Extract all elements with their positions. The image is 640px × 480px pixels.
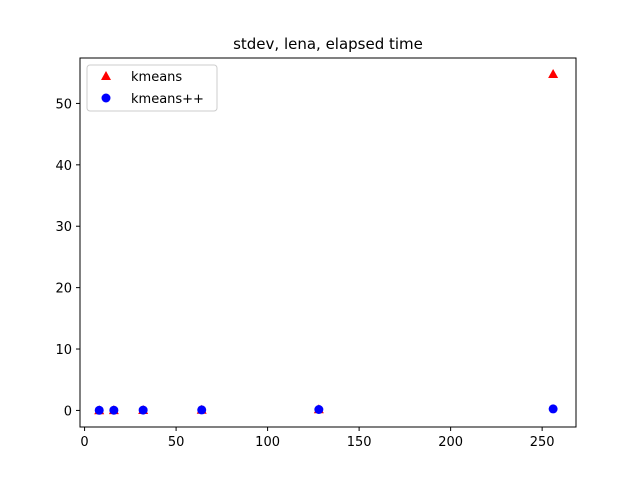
x-tick-label: 100 bbox=[255, 435, 280, 450]
y-tick-label: 10 bbox=[55, 343, 72, 358]
legend-marker bbox=[101, 93, 111, 103]
x-tick-label: 0 bbox=[80, 435, 88, 450]
plot-frame bbox=[79, 57, 577, 428]
series-kmeansplusplus bbox=[94, 404, 558, 415]
data-points bbox=[94, 68, 559, 415]
x-axis: 0 50 100 150 200 250 bbox=[80, 427, 555, 450]
y-tick-label: 20 bbox=[55, 282, 72, 297]
data-point bbox=[197, 405, 207, 415]
y-tick-label: 0 bbox=[64, 404, 72, 419]
x-tick-label: 150 bbox=[347, 435, 372, 450]
legend-label: kmeans++ bbox=[131, 92, 204, 107]
y-tick-label: 40 bbox=[55, 159, 72, 174]
data-point bbox=[548, 404, 558, 414]
data-point bbox=[138, 405, 148, 415]
y-tick-label: 50 bbox=[55, 97, 72, 112]
chart-title: stdev, lena, elapsed time bbox=[233, 35, 423, 53]
data-point bbox=[94, 405, 104, 415]
legend-marker bbox=[101, 71, 111, 80]
legend: kmeans kmeans++ bbox=[86, 64, 218, 112]
x-tick-label: 250 bbox=[530, 435, 555, 450]
data-point bbox=[548, 68, 559, 78]
data-point bbox=[109, 405, 119, 415]
data-point bbox=[314, 405, 324, 415]
x-tick-label: 50 bbox=[168, 435, 185, 450]
legend-label: kmeans bbox=[131, 70, 182, 85]
legend-box bbox=[86, 64, 218, 112]
y-axis: 0 10 20 30 40 50 bbox=[55, 97, 80, 419]
y-tick-label: 30 bbox=[55, 220, 72, 235]
x-tick-label: 200 bbox=[438, 435, 463, 450]
